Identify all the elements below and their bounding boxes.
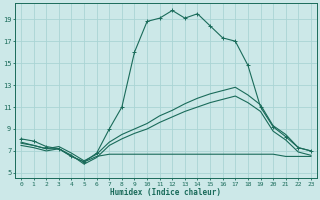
X-axis label: Humidex (Indice chaleur): Humidex (Indice chaleur) <box>110 188 221 197</box>
